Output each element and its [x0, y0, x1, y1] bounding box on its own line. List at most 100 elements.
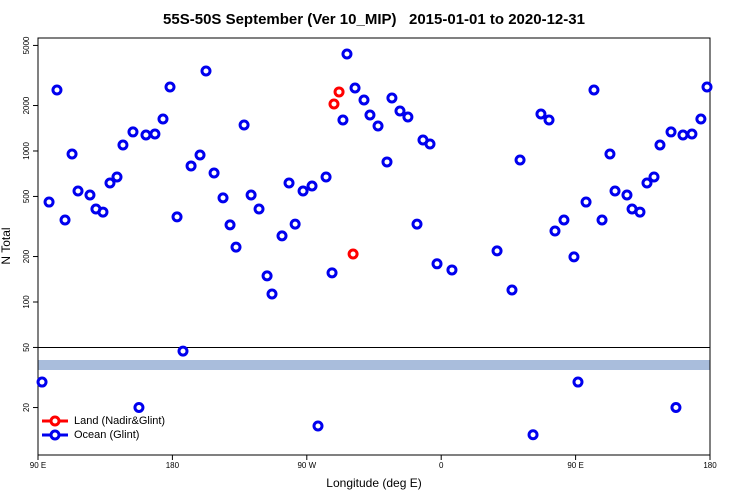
- point: [686, 128, 698, 140]
- point: [604, 148, 616, 160]
- point: [289, 218, 301, 230]
- point: [572, 376, 584, 388]
- legend-marker: [49, 429, 61, 441]
- point: [171, 211, 183, 223]
- point: [127, 126, 139, 138]
- point: [117, 139, 129, 151]
- point: [381, 156, 393, 168]
- x-tick-label: 90 E: [567, 461, 583, 470]
- point: [568, 251, 580, 263]
- point: [66, 148, 78, 160]
- point: [149, 128, 161, 140]
- x-tick-label: 180: [703, 461, 717, 470]
- point: [677, 129, 689, 141]
- y-tick-label: 1000: [22, 142, 31, 160]
- point: [543, 114, 555, 126]
- y-tick-label: 5000: [22, 36, 31, 54]
- legend-marker: [49, 415, 61, 427]
- point: [253, 203, 265, 215]
- point: [266, 288, 278, 300]
- point: [333, 86, 345, 98]
- point: [670, 402, 682, 414]
- point: [312, 420, 324, 432]
- x-tick-label: 0: [439, 461, 444, 470]
- coverage-band: [38, 360, 710, 370]
- point: [43, 196, 55, 208]
- point: [411, 218, 423, 230]
- point: [261, 270, 273, 282]
- point: [665, 126, 677, 138]
- point: [72, 185, 84, 197]
- point: [337, 114, 349, 126]
- y-tick-label: 2000: [22, 96, 31, 114]
- point: [185, 160, 197, 172]
- point: [328, 98, 340, 110]
- legend-label: Ocean (Glint): [74, 429, 139, 441]
- point: [283, 177, 295, 189]
- legend-label: Land (Nadir&Glint): [74, 415, 165, 427]
- point: [701, 81, 713, 93]
- point: [349, 82, 361, 94]
- point: [297, 185, 309, 197]
- point: [549, 225, 561, 237]
- point: [326, 267, 338, 279]
- point: [648, 171, 660, 183]
- point: [111, 171, 123, 183]
- point: [596, 214, 608, 226]
- point: [621, 189, 633, 201]
- y-tick-label: 20: [22, 403, 31, 412]
- y-tick-label: 50: [22, 342, 31, 351]
- point: [208, 167, 220, 179]
- point: [97, 206, 109, 218]
- point: [695, 113, 707, 125]
- point: [394, 105, 406, 117]
- point: [245, 189, 257, 201]
- point: [431, 258, 443, 270]
- point: [238, 119, 250, 131]
- y-tick-label: 200: [22, 249, 31, 263]
- point: [133, 402, 145, 414]
- point: [402, 111, 414, 123]
- point: [386, 92, 398, 104]
- point: [506, 284, 518, 296]
- point: [200, 65, 212, 77]
- point: [527, 429, 539, 441]
- chart-title: 55S-50S September (Ver 10_MIP) 2015-01-0…: [163, 11, 585, 28]
- point: [194, 149, 206, 161]
- plot-frame: [37, 37, 711, 456]
- point: [36, 376, 48, 388]
- x-tick-label: 90 W: [297, 461, 316, 470]
- point: [358, 94, 370, 106]
- x-axis-label: Longitude (deg E): [326, 476, 421, 490]
- point: [276, 230, 288, 242]
- y-tick-label: 500: [22, 189, 31, 203]
- point: [535, 108, 547, 120]
- point: [588, 84, 600, 96]
- point: [177, 345, 189, 357]
- point: [306, 180, 318, 192]
- point: [59, 214, 71, 226]
- point: [364, 109, 376, 121]
- point: [224, 219, 236, 231]
- point: [230, 241, 242, 253]
- point: [347, 248, 359, 260]
- point: [320, 171, 332, 183]
- point: [217, 192, 229, 204]
- point: [372, 120, 384, 132]
- x-tick-label: 90 E: [30, 461, 46, 470]
- point: [341, 48, 353, 60]
- point: [641, 177, 653, 189]
- point: [140, 129, 152, 141]
- point: [654, 139, 666, 151]
- point: [164, 81, 176, 93]
- point: [558, 214, 570, 226]
- point: [424, 138, 436, 150]
- point: [104, 177, 116, 189]
- x-tick-label: 180: [166, 461, 180, 470]
- point: [514, 154, 526, 166]
- y-axis-label: N Total: [0, 227, 13, 264]
- point: [580, 196, 592, 208]
- point: [491, 245, 503, 257]
- point: [51, 84, 63, 96]
